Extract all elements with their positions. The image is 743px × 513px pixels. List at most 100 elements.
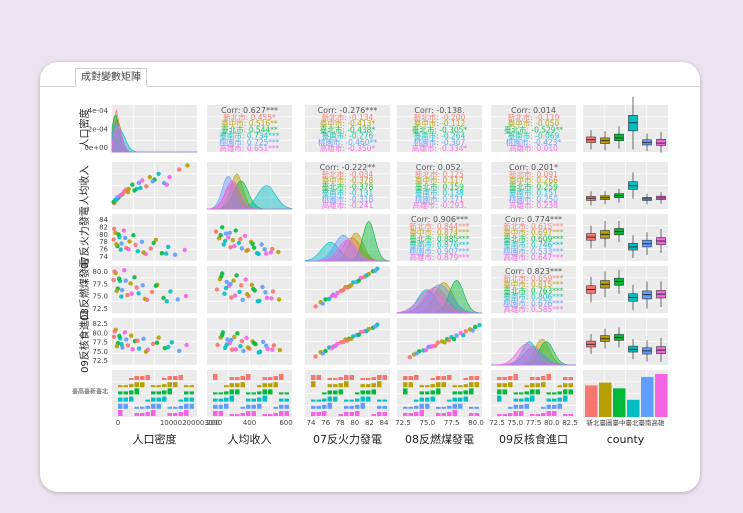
scatter-point [183,293,189,299]
hist-bar [535,377,540,380]
corr-line: 高雄市: 0.651*** [219,143,279,153]
corr-header: Corr: 0.906*** [411,215,468,224]
hist-bar [167,388,172,395]
hist-bar [530,389,535,395]
hist-bar [213,374,218,380]
hist-bar [316,399,321,402]
density-curve-3-5 [396,289,482,314]
scatter-point [264,251,269,256]
hist-bar [213,411,218,416]
hist-bar [552,398,557,402]
hist-bar [524,397,529,402]
hist-bar [273,382,278,388]
corr-line: 新北市: 0.091 [509,169,558,179]
scatter-point [219,274,224,279]
hist-bar [552,404,557,409]
hist-bar [240,406,245,409]
hist-bar [229,389,234,395]
hist-bar [184,410,189,416]
hist-bar [145,412,150,416]
x-tick-label: 75.0 [420,419,436,427]
hist-bar [502,389,507,395]
scatter-point [335,290,340,295]
density-curve-2-5 [305,239,390,262]
scatter-point [433,343,438,348]
corr-line: 臺南市: 0.151 [509,188,558,198]
x-strip-label: 人均收入 [228,432,272,446]
hist-bar [316,375,321,380]
x-strip-label: 08反燃煤發電 [405,432,474,446]
tab-pairs-matrix[interactable]: 成對變數矩陣 [75,68,147,87]
corr-line: 臺北市: -0.305* [412,124,468,134]
scatter-point [121,228,127,233]
hist-bar [371,414,376,416]
hist-bar [469,388,474,395]
hist-bar [508,376,513,380]
corr-line: 臺北市: 0.885*** [409,233,469,243]
x-tick-label: 77.5 [444,419,460,427]
scatter-point [223,231,229,236]
scatter-point [136,346,142,351]
scatter-point [149,289,155,295]
scatter-point [451,337,457,342]
scatter-point [215,342,220,348]
corr-line: 桃園市: 0.171 [415,194,464,204]
scatter-point [260,284,265,290]
x-tick-label: 82.5 [562,419,578,427]
hist-bar [441,376,446,380]
scatter-point [240,297,245,302]
scatter-point [175,297,180,302]
hist-bar [327,396,332,402]
scatter-point [161,295,166,301]
hist-bar [327,390,332,395]
corr-line: 高雄市: 0.879*** [409,252,469,262]
scatter-point [442,340,447,345]
hist-bar [311,399,316,402]
hist-bar [262,395,267,402]
scatter-point [461,333,466,338]
hist-bar [213,404,218,409]
y-tick-label: 84 [99,216,108,224]
x-tick-label: 77.5 [526,419,542,427]
scatter-point [230,238,235,243]
hist-bar [524,385,529,388]
scatter-point [151,240,156,246]
hist-bar [568,383,573,388]
hist-bar [408,382,413,388]
scatter-point [435,340,440,345]
hist-bar [403,406,408,409]
corr-header: Corr: 0.774*** [505,215,562,224]
scatter-point [348,283,354,288]
scatter-point [239,246,245,251]
corr-line: 臺中市: -0.378 [322,175,374,185]
hist-bar [262,414,267,416]
hist-bar [355,404,360,409]
hist-bar [134,413,139,416]
scatter-point [238,344,243,349]
hist-bar [311,375,316,380]
hist-bar [218,404,223,409]
hist-bar [452,391,457,395]
scatter-point [270,246,275,252]
x-strip-label: 07反火力發電 [313,432,382,446]
y-tick-label: 77.5 [92,339,108,347]
corr-line: 桃園市: 0.907*** [409,246,469,256]
hist-bar [189,385,194,388]
y-tick-label: 76 [99,246,108,254]
hist-bar [189,391,194,395]
scatter-point [122,330,128,335]
y-tick-label: 78 [99,238,108,246]
hist-bar [408,376,413,380]
x-strip-label: 人口密度 [133,432,177,446]
scatter-point [129,291,134,296]
hist-bar [284,398,289,402]
corr-line: 臺南市: 0.734*** [219,131,279,141]
hist-bar [229,414,234,416]
x-tick-label: 78 [336,419,345,427]
hist-bar [224,391,229,395]
hist-bar [235,414,240,416]
scatter-point [232,293,238,298]
scatter-point [224,342,229,347]
hist-bar [403,376,408,380]
hist-bar [535,389,540,395]
